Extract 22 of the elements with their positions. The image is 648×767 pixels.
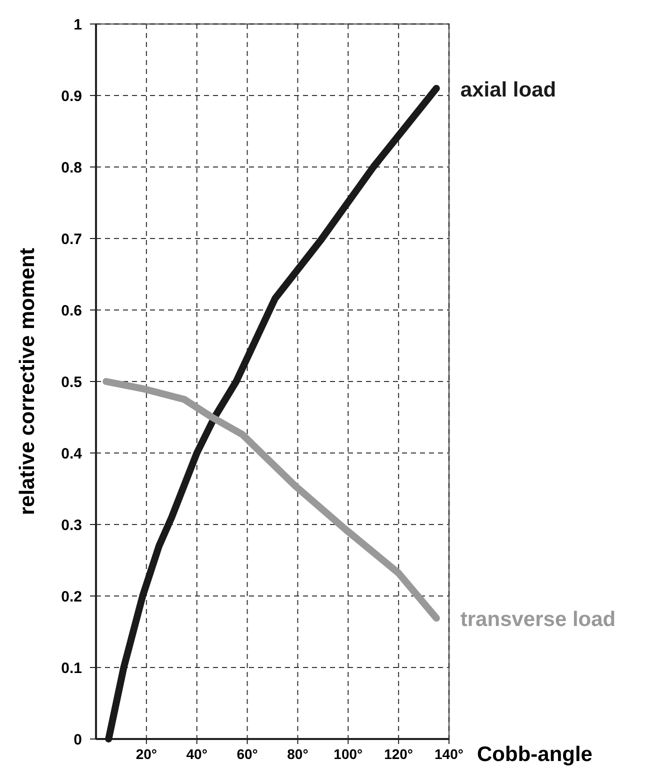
x-tick-label: 60° [236, 746, 258, 762]
y-tick-label: 0.4 [61, 445, 83, 462]
y-tick-label: 0.6 [61, 302, 82, 320]
y-tick-label: 0.9 [61, 88, 82, 105]
y-tick-label: 0.3 [61, 516, 82, 534]
y-tick-label: 0.5 [61, 374, 82, 391]
y-tick-label: 0 [74, 731, 82, 748]
x-axis-title: Cobb-angle [477, 743, 592, 766]
series-label: axial load [460, 78, 556, 102]
y-tick-label: 0.2 [61, 588, 82, 606]
y-tick-label: 0.7 [61, 230, 82, 248]
x-tick-label: 120° [384, 746, 414, 762]
y-tick-label: 0.8 [61, 159, 82, 176]
x-tick-label: 20° [136, 746, 158, 762]
x-tick-label: 80° [287, 746, 308, 762]
x-tick-label: 40° [186, 746, 208, 762]
y-axis-title: relative corrective moment [16, 248, 39, 516]
y-tick-label: 1 [74, 16, 82, 34]
y-tick-label: 0.1 [61, 660, 82, 677]
series-label: transverse load [460, 608, 616, 632]
x-tick-label: 100° [334, 746, 363, 762]
x-tick-label: 140° [434, 746, 464, 762]
